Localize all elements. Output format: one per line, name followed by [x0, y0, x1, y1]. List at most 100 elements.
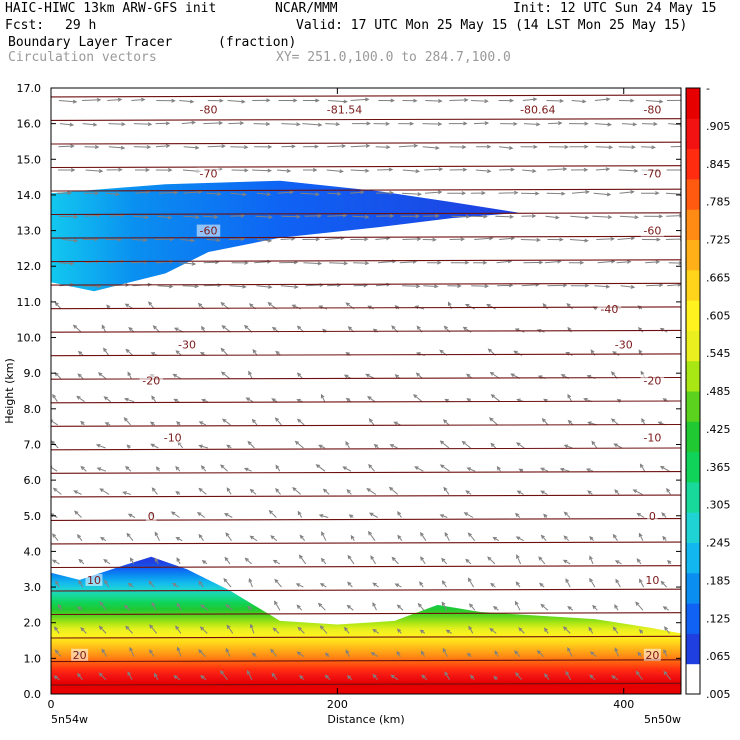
- circulation-vector: [620, 284, 636, 289]
- circulation-vector: [490, 442, 497, 449]
- circulation-vector: [150, 443, 159, 449]
- circulation-vector: [175, 349, 182, 356]
- circulation-vector: [542, 303, 548, 310]
- circulation-vector: [567, 326, 572, 333]
- circulation-vector: [175, 625, 182, 634]
- circulation-vector: [565, 578, 571, 588]
- isotherm-label: 10: [87, 574, 101, 587]
- circulation-vector: [244, 557, 252, 565]
- circulation-vector: [101, 648, 108, 657]
- circulation-vector: [219, 669, 228, 681]
- circulation-vector: [615, 578, 621, 588]
- circulation-vector: [494, 650, 499, 657]
- circulation-vector: [59, 214, 79, 219]
- circulation-vector: [389, 444, 398, 449]
- isotherm-line: [51, 541, 681, 545]
- circulation-vector: [299, 534, 306, 542]
- circulation-vector: [449, 145, 467, 149]
- circulation-vector: [414, 466, 424, 472]
- circulation-vector: [127, 371, 132, 379]
- circulation-vector: [98, 625, 107, 634]
- circulation-vector: [129, 646, 135, 657]
- circulation-vector: [134, 167, 150, 172]
- circulation-vector: [157, 284, 174, 289]
- circulation-vector: [281, 122, 301, 127]
- circulation-vector: [346, 675, 353, 681]
- circulation-vector: [96, 467, 107, 472]
- circulation-vector: [198, 444, 209, 449]
- circulation-vector: [52, 533, 59, 542]
- circulation-vector: [182, 284, 200, 289]
- circulation-vector: [84, 145, 100, 149]
- circulation-vector: [318, 514, 329, 518]
- circulation-vector: [320, 393, 326, 402]
- circulation-vector: [180, 238, 196, 243]
- isotherm-label: -20: [643, 374, 661, 387]
- circulation-vector: [149, 421, 155, 426]
- circulation-vector: [420, 556, 426, 565]
- circulation-vector: [397, 510, 402, 518]
- circulation-vector: [396, 628, 402, 634]
- circulation-vector: [641, 237, 661, 242]
- circulation-vector: [54, 626, 60, 634]
- circulation-vector: [538, 556, 546, 565]
- circulation-vector: [54, 372, 62, 379]
- circulation-vector: [372, 601, 377, 611]
- circulation-vector: [203, 121, 224, 125]
- circulation-vector: [490, 394, 501, 403]
- circulation-vector: [547, 237, 564, 242]
- circulation-vector: [231, 168, 249, 173]
- overlay-name: Circulation vectors: [8, 50, 157, 65]
- circulation-vector: [515, 536, 524, 542]
- circulation-vector: [201, 559, 208, 565]
- isotherm-label-bg: [145, 509, 157, 522]
- circulation-vector: [424, 167, 444, 172]
- circulation-vector: [466, 652, 472, 657]
- colorbar: .005 .065 .125 .185 .245 .305 .365 .425 .485 .545…: [685, 82, 731, 701]
- circulation-vector: [614, 604, 619, 611]
- circulation-vector: [101, 324, 107, 333]
- circulation-vector: [296, 604, 303, 611]
- circulation-vector: [443, 486, 450, 495]
- circulation-vector: [124, 397, 135, 403]
- circulation-vector: [351, 121, 371, 126]
- circulation-vector: [154, 531, 160, 541]
- circulation-vector: [567, 419, 574, 426]
- model-title: HAIC-HIWC 13km ARW-GFS init: [5, 1, 217, 16]
- circulation-vector: [444, 531, 450, 541]
- circulation-vector: [465, 558, 472, 565]
- circulation-vector: [173, 675, 181, 681]
- circulation-vector: [175, 491, 181, 495]
- cross-section-endpoints: XY= 251.0,100.0 to 284.7,100.0: [276, 50, 511, 65]
- circulation-vector: [319, 583, 327, 588]
- colorbar-label: .305: [706, 499, 731, 512]
- circulation-vector: [62, 238, 79, 243]
- colorbar-label: .845: [706, 158, 731, 171]
- circulation-vector: [464, 304, 476, 310]
- circulation-vector: [373, 443, 379, 449]
- circulation-vector: [106, 167, 123, 172]
- circulation-vector: [377, 167, 394, 172]
- circulation-vector: [569, 238, 589, 243]
- circulation-vector: [104, 579, 110, 588]
- forecast-label: Fcst:: [5, 18, 45, 33]
- colorbar-label: .065: [706, 650, 731, 663]
- circulation-vector: [175, 465, 181, 472]
- colorbar-label: .725: [706, 234, 731, 247]
- circulation-vector: [278, 98, 298, 103]
- circulation-vector: [350, 168, 370, 173]
- circulation-vector: [281, 214, 301, 219]
- circulation-vector: [350, 143, 371, 148]
- circulation-vector: [343, 626, 350, 634]
- circulation-vector: [571, 99, 587, 104]
- circulation-vector: [108, 122, 126, 127]
- circulation-vector: [322, 488, 330, 495]
- circulation-vector: [412, 394, 423, 403]
- circulation-vector: [495, 214, 515, 219]
- circulation-vector: [126, 532, 134, 542]
- circulation-vector: [396, 650, 401, 657]
- circulation-vector: [417, 602, 425, 611]
- circulation-vector: [390, 674, 399, 681]
- circulation-vector: [127, 671, 133, 680]
- circulation-vector: [593, 192, 612, 197]
